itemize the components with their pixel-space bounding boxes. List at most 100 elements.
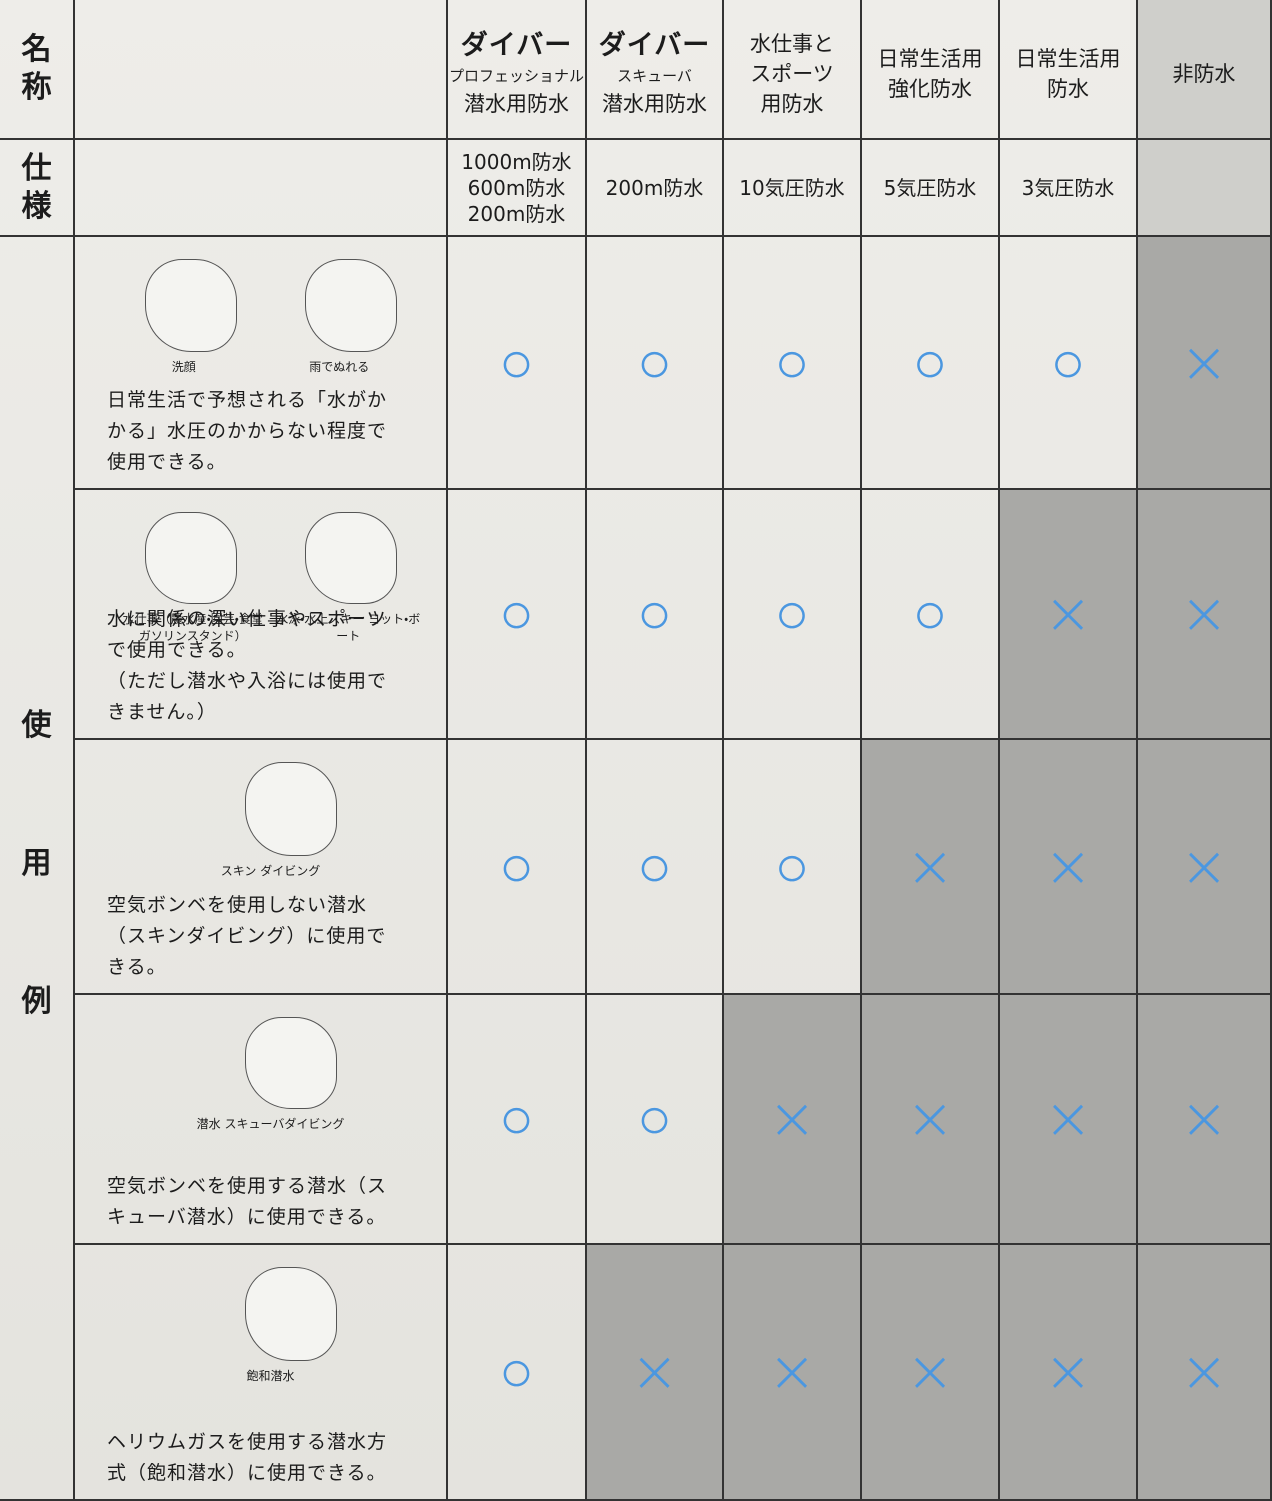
suitability-mark: × — [767, 1084, 817, 1152]
description-line: 水に関係の深い仕事やスポーツ — [107, 608, 387, 630]
suitability-mark: ○ — [636, 831, 673, 900]
suitability-mark: ○ — [774, 831, 810, 900]
suitability-mark: × — [1179, 579, 1229, 647]
table-cell — [1138, 140, 1272, 237]
table-cell: 洗顔 雨でぬれる 日常生活で予想される「水がか かる」水圧のかからない程度で 使用できる… — [75, 237, 448, 490]
illustration — [305, 512, 397, 604]
row-label: 使 — [21, 708, 52, 743]
table-cell: ○ — [724, 237, 862, 490]
suitability-mark: × — [767, 1337, 817, 1405]
table-cell: × — [1138, 490, 1272, 740]
table-cell: ○ — [724, 490, 862, 740]
suitability-mark: × — [905, 1337, 955, 1405]
table-cell: × — [1000, 995, 1138, 1245]
spec-text: 5気圧防水 — [883, 175, 977, 200]
suitability-mark: ○ — [1050, 327, 1086, 396]
table-cell: ○ — [724, 740, 862, 995]
table-cell: 200m防水 — [587, 140, 724, 237]
table-cell: × — [862, 995, 1000, 1245]
illustration-caption: 洗顔 — [171, 360, 196, 375]
description-line: 空気ボンベを使用する潜水（ス — [107, 1175, 388, 1197]
table-cell: 仕様 — [0, 140, 75, 237]
column-name: 日常生活用 — [1015, 47, 1121, 71]
table-cell: 10気圧防水 — [724, 140, 862, 237]
table-cell: 5気圧防水 — [862, 140, 1000, 237]
header-stack: ダイバープロフェッショナル潜水用防水 — [448, 0, 585, 138]
table-cell: ○ — [448, 1245, 587, 1501]
column-name: 用防水 — [760, 92, 824, 116]
table-cell: × — [1000, 490, 1138, 740]
suitability-mark: ○ — [636, 327, 673, 396]
table-cell: × — [862, 1245, 1000, 1501]
illustration — [305, 259, 397, 353]
table-cell: ○ — [448, 237, 587, 490]
column-name: ダイバー — [598, 30, 711, 61]
row-label: 例 — [21, 984, 52, 1019]
suitability-mark: × — [1043, 831, 1093, 900]
captions: 飽和潜水 — [115, 1367, 426, 1384]
table-cell: ○ — [587, 490, 724, 740]
illustration — [245, 1267, 337, 1362]
suitability-mark: ○ — [498, 1337, 535, 1405]
table-cell: ○ — [862, 237, 1000, 490]
table-cell: 3気圧防水 — [1000, 140, 1138, 237]
suitability-mark: ○ — [774, 579, 810, 647]
illustration-caption: 水仕事（農水産・園芸・食堂 ガソリンスタンド） — [122, 612, 263, 643]
table-cell: 水仕事（農水産・園芸・食堂 ガソリンスタンド） 水泳・水上スキー ヨット・ボート水… — [75, 490, 448, 740]
suitability-mark: × — [905, 1084, 955, 1152]
table-cell — [75, 140, 448, 237]
table-cell: ○ — [587, 995, 724, 1245]
spec-text: 200m防水 — [467, 201, 566, 226]
column-name: 潜水用防水 — [464, 92, 569, 116]
suitability-mark: ○ — [912, 327, 948, 396]
column-name: スキューバ — [617, 67, 692, 85]
description: 水に関係の深い仕事やスポーツ で使用できる。 （ただし潜水や入浴には使用で きません。… — [107, 604, 387, 728]
table-cell: × — [1000, 740, 1138, 995]
column-name: 潜水用防水 — [602, 92, 707, 116]
spec-stack: 10気圧防水 — [724, 140, 860, 235]
table-cell — [75, 0, 448, 140]
table-cell: × — [1138, 740, 1272, 995]
table-cell: ○ — [448, 995, 587, 1245]
spec-stack: 200m防水 — [587, 140, 722, 235]
suitability-mark: ○ — [498, 327, 535, 396]
suitability-mark: ○ — [636, 579, 673, 647]
header-stack: 非防水 — [1138, 0, 1270, 138]
spec-stack: 5気圧防水 — [862, 140, 998, 235]
header-stack: ダイバースキューバ潜水用防水 — [587, 0, 722, 138]
captions: スキン ダイビング — [115, 862, 426, 879]
table-cell: ○ — [448, 740, 587, 995]
spec-text: 600m防水 — [467, 175, 566, 200]
table-cell: × — [1138, 237, 1272, 490]
header-stack: 水仕事と スポーツ 用防水 — [724, 0, 860, 138]
captions: 潜水 スキューバダイビング — [115, 1115, 426, 1132]
table-cell: 水仕事と スポーツ 用防水 — [724, 0, 862, 140]
suitability-mark: ○ — [498, 1084, 535, 1152]
description-line: きる。 — [107, 956, 167, 978]
table-cell: ダイバープロフェッショナル潜水用防水 — [448, 0, 587, 140]
illustration — [145, 512, 237, 604]
spec-stack: 3気圧防水 — [1000, 140, 1136, 235]
captions: 水仕事（農水産・園芸・食堂 ガソリンスタンド） 水泳・水上スキー ヨット・ボート — [115, 610, 426, 644]
captions: 洗顔 雨でぬれる — [115, 358, 426, 375]
illustration — [245, 762, 337, 856]
suitability-mark: × — [1179, 1084, 1229, 1152]
suitability-mark: × — [1043, 1337, 1093, 1405]
illustration-caption: 潜水 スキューバダイビング — [196, 1117, 345, 1131]
suitability-mark: × — [1179, 327, 1229, 396]
column-name: プロフェッショナル — [448, 67, 584, 85]
description-line: 空気ボンベを使用しない潜水 — [107, 894, 368, 916]
table-cell: × — [1138, 1245, 1272, 1501]
table-cell: ○ — [862, 490, 1000, 740]
description-line: ヘリウムガスを使用する潜水方 — [107, 1431, 388, 1453]
column-name: 強化防水 — [888, 77, 972, 101]
table-cell: 飽和潜水 ヘリウムガスを使用する潜水方 式（飽和潜水）に使用できる。 — [75, 1245, 448, 1501]
description-line: （スキンダイビング）に使用で — [107, 925, 387, 947]
description-line: 日常生活で予想される「水がか — [107, 389, 388, 411]
spec-text: 1000m防水 — [461, 149, 572, 174]
suitability-mark: × — [630, 1337, 679, 1405]
row-label: 仕様 — [21, 150, 52, 224]
column-name: ダイバー — [460, 30, 573, 61]
table-cell: ダイバースキューバ潜水用防水 — [587, 0, 724, 140]
